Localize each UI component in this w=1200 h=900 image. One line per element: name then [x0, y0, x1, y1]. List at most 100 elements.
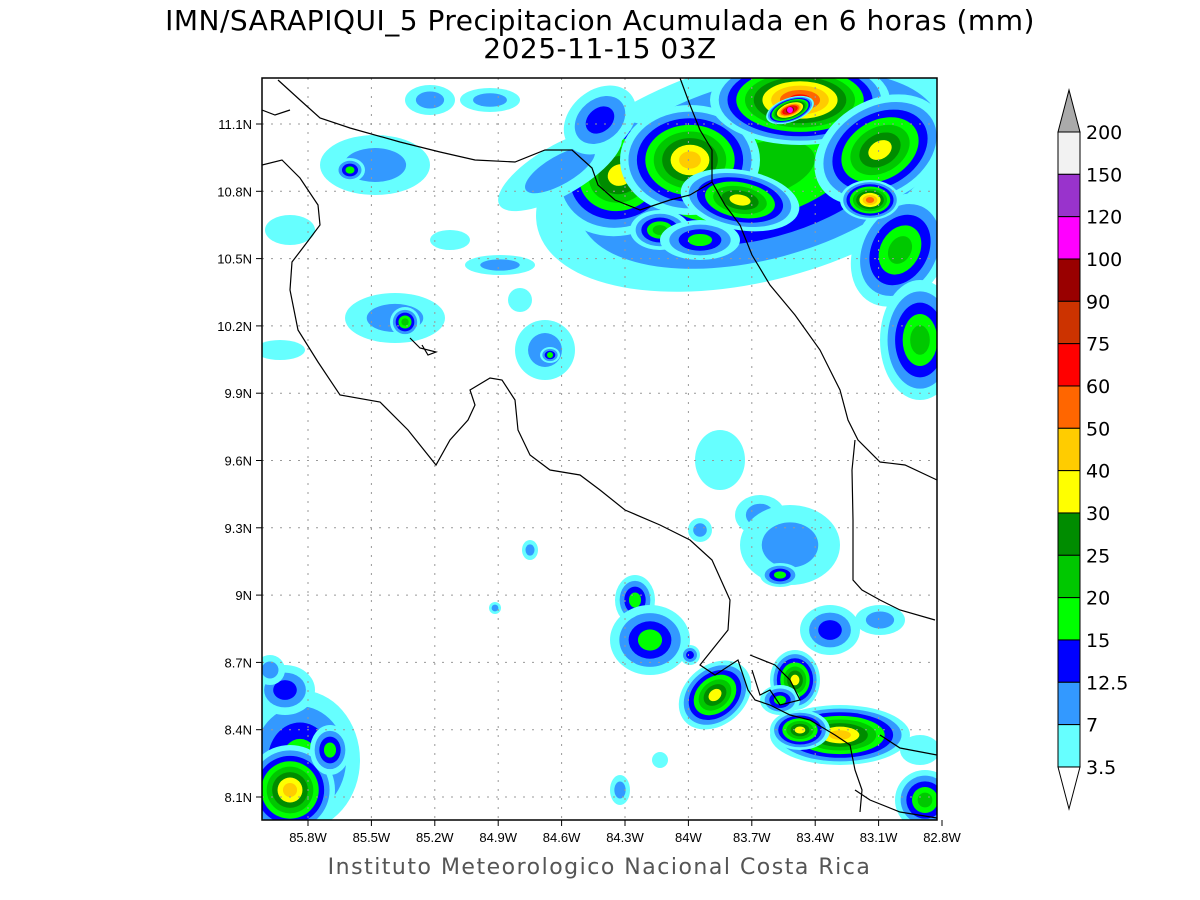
- precip-contour: [790, 674, 800, 686]
- precip-contour: [473, 93, 507, 107]
- x-tick-label: 82.8W: [923, 830, 961, 845]
- latitude-axis: 11.1N 10.8N 10.5N 10.2N 9.9N 9.6N 9.3N 9N 8.7N 8.…: [217, 117, 262, 805]
- precip-contour: [430, 230, 470, 250]
- y-tick-label: 10.2N: [217, 319, 252, 334]
- precip-contour: [525, 146, 595, 194]
- colorbar-label: 3.5: [1086, 757, 1116, 779]
- coastline: [262, 159, 863, 813]
- colorbar-swatch: [1057, 681, 1081, 726]
- colorbar-label: 200: [1086, 122, 1122, 144]
- map-datetime: 2025-11-15 03Z: [483, 32, 717, 65]
- precip-contour: [323, 742, 337, 758]
- precip-contour: [628, 592, 642, 608]
- colorbar-swatch: [1057, 427, 1081, 472]
- x-tick-label: 83.4W: [796, 830, 834, 845]
- precip-contour: [794, 726, 806, 734]
- precip-contour: [865, 611, 895, 629]
- map-title: IMN/SARAPIQUI_5 Precipitacion Acumulada …: [165, 4, 1035, 37]
- y-tick-label: 10.5N: [217, 252, 252, 267]
- precip-contour: [415, 91, 445, 109]
- colorbar-label: 150: [1086, 164, 1122, 186]
- coastline: [749, 654, 801, 706]
- precip-contour: [773, 571, 787, 579]
- precip-contour: [262, 661, 279, 679]
- coastline: [277, 78, 713, 211]
- footer-credit: Instituto Meteorologico Nacional Costa R…: [327, 855, 872, 880]
- colorbar-swatch: [1057, 639, 1081, 683]
- precip-contour: [508, 288, 532, 312]
- colorbar-label: 25: [1086, 545, 1110, 567]
- precip-contour: [679, 151, 701, 169]
- precip-contour: [695, 430, 745, 490]
- colorbar-swatch: [1057, 597, 1081, 641]
- colorbar-label: 100: [1086, 249, 1122, 271]
- colorbar-label: 120: [1086, 207, 1122, 229]
- precip-contour: [708, 688, 722, 702]
- coastline: [851, 439, 936, 621]
- colorbar-label: 30: [1086, 503, 1110, 525]
- precip-contour: [491, 604, 499, 612]
- x-tick-label: 83.1W: [860, 830, 898, 845]
- precip-contour: [614, 781, 626, 799]
- coastline: [409, 337, 439, 356]
- precip-contour: [900, 735, 937, 765]
- precip-contour: [865, 197, 875, 203]
- longitude-axis: 85.8W 85.5W 85.2W 84.9W 84.6W 84.3W 84W 83.7W 83…: [289, 820, 962, 845]
- x-tick-label: 84.9W: [479, 830, 517, 845]
- colorbar-swatch: [1057, 343, 1081, 387]
- y-tick-label: 8.4N: [225, 723, 252, 738]
- colorbar-label: 12.5: [1086, 672, 1128, 694]
- precip-contour: [773, 695, 787, 705]
- precipitation-field: [262, 78, 937, 820]
- coastline: [854, 789, 937, 819]
- x-tick-label: 84W: [675, 830, 702, 845]
- precip-contour: [787, 107, 793, 113]
- colorbar-over-triangle: [1057, 88, 1081, 133]
- colorbar-swatch: [1057, 258, 1081, 302]
- colorbar-swatch: [1057, 173, 1081, 218]
- coastline: [711, 181, 937, 481]
- colorbar: 200 150 120 100 90 75 60 50 40 30 25 20 15 12.5 7 3.5: [1057, 88, 1128, 811]
- grid-lines: [262, 78, 937, 820]
- colorbar-swatch: [1057, 512, 1081, 556]
- colorbar-label: 60: [1086, 376, 1110, 398]
- colorbar-label: 50: [1086, 418, 1110, 440]
- precip-contour: [652, 752, 668, 768]
- precip-contour: [525, 544, 535, 556]
- map-frame: [261, 77, 938, 821]
- colorbar-swatch: [1057, 385, 1081, 429]
- colorbar-swatch: [1057, 300, 1081, 345]
- colorbar-label: 15: [1086, 630, 1110, 652]
- y-tick-label: 8.7N: [225, 655, 252, 670]
- precip-contour: [262, 340, 305, 360]
- x-tick-label: 83.7W: [733, 830, 771, 845]
- coastlines: [262, 78, 937, 819]
- colorbar-under-triangle: [1057, 766, 1081, 811]
- precip-contour: [818, 620, 842, 640]
- precip-contour: [910, 325, 930, 355]
- x-tick-label: 85.5W: [353, 830, 391, 845]
- colorbar-swatch: [1057, 470, 1081, 514]
- precip-contour: [729, 194, 751, 206]
- y-tick-label: 9N: [235, 588, 252, 603]
- x-tick-label: 84.6W: [543, 830, 581, 845]
- colorbar-swatch: [1057, 724, 1081, 768]
- precip-contour: [887, 236, 913, 264]
- precip-contour: [546, 352, 554, 358]
- y-tick-label: 9.9N: [225, 386, 252, 401]
- colorbar-label: 75: [1086, 334, 1110, 356]
- y-tick-label: 8.1N: [225, 790, 252, 805]
- y-tick-label: 9.6N: [225, 454, 252, 469]
- precip-contour: [693, 523, 707, 537]
- y-tick-label: 11.1N: [218, 117, 252, 132]
- precip-contour: [265, 215, 315, 245]
- precip-contour: [273, 680, 297, 700]
- coastline: [262, 109, 291, 116]
- colorbar-label: 40: [1086, 461, 1110, 483]
- coastline: [879, 734, 937, 756]
- precip-contour: [282, 782, 298, 798]
- precip-contour: [637, 629, 663, 651]
- precip-contour: [401, 318, 409, 326]
- x-tick-label: 84.3W: [606, 830, 644, 845]
